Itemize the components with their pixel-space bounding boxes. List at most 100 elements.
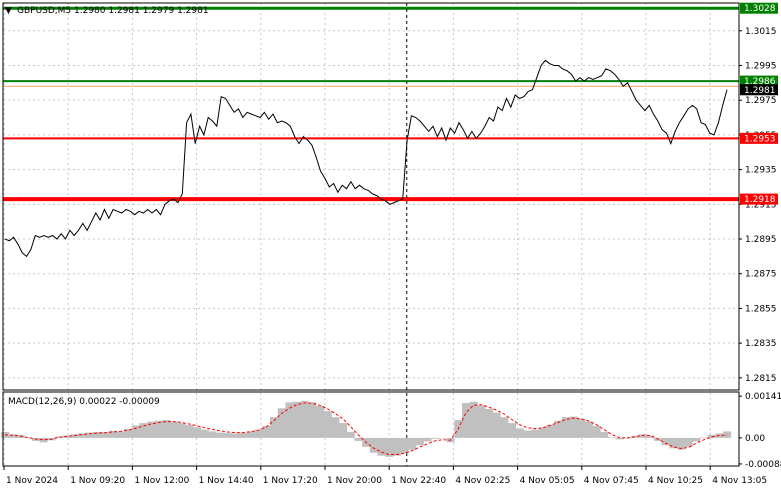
macd-histogram-bar	[246, 431, 255, 438]
macd-histogram-bar	[208, 431, 217, 438]
x-tick-label: 1 Nov 2024	[6, 476, 58, 486]
macd-histogram-bar	[423, 437, 432, 442]
macd-histogram-bar	[177, 423, 186, 438]
macd-histogram-bar	[93, 432, 102, 438]
macd-histogram-bar	[538, 427, 547, 438]
grid	[3, 3, 739, 466]
macd-histogram-bar	[469, 401, 478, 438]
y-tick-label: 1.2855	[745, 304, 777, 314]
macd-histogram-bar	[131, 425, 140, 438]
macd-histogram-bar	[24, 437, 33, 438]
macd-histogram-bar	[116, 431, 125, 438]
macd-histogram-bar	[54, 436, 63, 438]
macd-histogram-bar	[147, 421, 156, 438]
macd-histogram-bar	[316, 405, 325, 438]
macd-histogram-bar	[101, 432, 109, 438]
macd-histogram-bar	[70, 434, 79, 438]
macd-histogram-bar	[400, 437, 409, 454]
macd-histogram-bar	[308, 402, 317, 438]
level-label: 1.3028	[744, 4, 776, 14]
macd-histogram-bar	[523, 430, 532, 438]
macd-histogram-bar	[415, 437, 424, 446]
macd-histogram-bar	[223, 433, 232, 438]
macd-histogram-bar	[615, 437, 624, 440]
macd-histogram-bar	[262, 426, 271, 438]
y-tick-label: 1.2995	[745, 61, 777, 71]
chart-title: GBPUSD,M5 1.2980 1.2981 1.2979 1.2981	[17, 6, 209, 16]
symbol-marker: ▼	[5, 6, 12, 16]
y-tick-label: 1.2875	[745, 270, 777, 280]
macd-histogram-bar	[477, 405, 486, 438]
macd-histogram-bar	[715, 433, 724, 438]
macd-histogram-bar	[270, 417, 278, 438]
price-levels	[3, 6, 739, 202]
macd-histogram-bar	[331, 417, 340, 438]
macd-histogram-bar	[600, 432, 609, 438]
current-price-label: 1.2981	[744, 86, 776, 96]
macd-histogram-bar	[85, 432, 94, 438]
price-series-line	[4, 59, 728, 258]
macd-histogram-bar	[346, 432, 355, 438]
macd-histogram-bar	[277, 408, 286, 438]
y-tick-label: 1.2895	[745, 235, 777, 245]
y-tick-label: 1.2975	[745, 96, 777, 106]
x-tick-label: 1 Nov 12:00	[134, 476, 189, 486]
macd-y-tick-label: 0.00141	[745, 392, 781, 402]
level-label-box	[740, 2, 778, 14]
macd-histogram-bar	[200, 429, 209, 438]
x-tick-label: 1 Nov 17:20	[263, 476, 318, 486]
macd-histogram-bar	[646, 435, 655, 438]
x-tick-label: 4 Nov 10:25	[648, 476, 703, 486]
macd-histogram-bar	[692, 437, 701, 442]
x-tick-label: 1 Nov 14:40	[199, 476, 254, 486]
level-labels: 1.3028 1.2986 1.2953 1.2918 1.2981	[740, 2, 778, 205]
y-tick-label: 1.2915	[745, 200, 777, 210]
macd-label: MACD(12,26,9) 0.00022 -0.00009	[8, 397, 160, 407]
macd-histogram-bar	[508, 423, 517, 438]
y-tick-label: 1.2835	[745, 339, 777, 349]
macd-histogram-bar	[515, 428, 524, 438]
macd-histogram-bar	[669, 437, 678, 449]
macd-histogram-bar	[193, 427, 202, 438]
macd-histogram-bar	[254, 429, 263, 438]
macd-histogram-bar	[492, 412, 501, 438]
x-tick-label: 4 Nov 13:05	[712, 476, 767, 486]
macd-histogram-bar	[569, 416, 578, 438]
macd-histogram-bar	[554, 420, 563, 438]
macd-histogram-bar	[216, 432, 225, 438]
macd-histogram-bar	[485, 408, 494, 438]
macd-histogram-bar	[661, 437, 670, 446]
macd-histogram-bar	[392, 437, 401, 456]
macd-histogram-bar	[439, 437, 447, 439]
macd-histogram-bar	[323, 411, 332, 438]
x-tick-label: 4 Nov 05:05	[520, 476, 575, 486]
macd-histogram-bar	[638, 434, 647, 438]
macd-histogram-bar	[584, 421, 593, 438]
macd-y-tick-label: 0.00	[745, 434, 765, 444]
macd-panel-frame	[2, 391, 740, 467]
macd-histogram-bar	[170, 421, 179, 438]
macd-histogram-bar	[377, 437, 386, 456]
macd-histogram-bar	[78, 433, 86, 438]
macd-histogram-bar	[546, 424, 555, 438]
macd-histogram-bar	[185, 424, 194, 438]
level-label-box	[740, 193, 778, 205]
x-tick-label: 1 Nov 20:00	[327, 476, 382, 486]
macd-histogram-bar	[462, 403, 470, 438]
macd-y-tick-label: -0.00088	[745, 460, 781, 470]
current-price-box	[740, 84, 778, 96]
x-tick-label: 1 Nov 09:20	[70, 476, 125, 486]
level-label-box	[740, 132, 778, 144]
macd-histogram-bar	[531, 429, 540, 438]
macd-histogram-bar	[162, 420, 171, 438]
macd-histogram-bar	[723, 431, 732, 438]
macd-histogram-bar	[39, 437, 48, 443]
macd-histogram-bar	[300, 400, 309, 438]
macd-histogram-bar	[285, 402, 294, 438]
axes	[2, 2, 740, 467]
macd-histogram-bar	[577, 418, 586, 438]
macd-histogram-bar	[139, 423, 148, 438]
level-label: 1.2986	[744, 77, 776, 87]
